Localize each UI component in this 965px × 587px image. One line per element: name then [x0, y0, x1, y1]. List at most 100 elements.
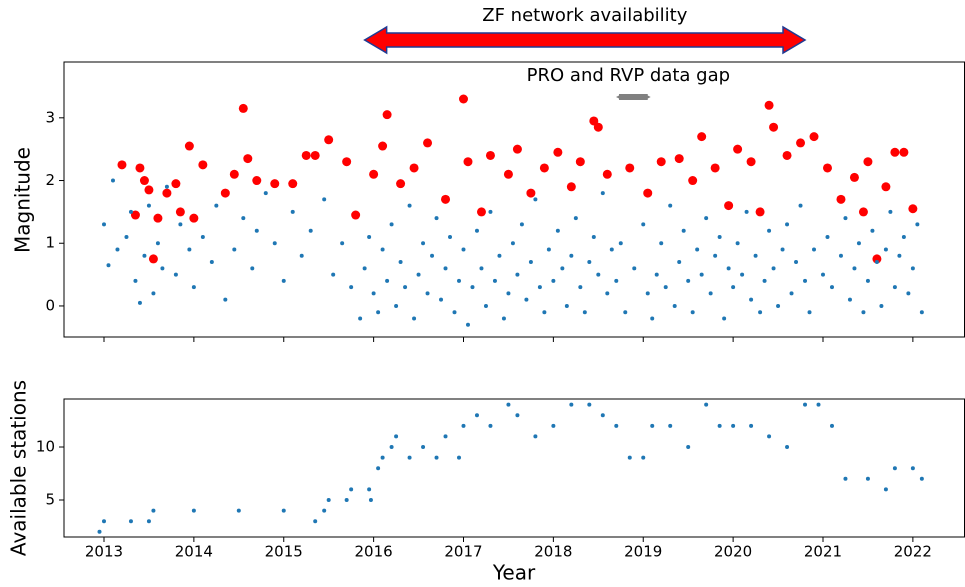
- point: [600, 413, 605, 418]
- point: [389, 445, 394, 450]
- point: [369, 169, 379, 179]
- point: [803, 402, 808, 407]
- point: [767, 434, 772, 439]
- point: [439, 297, 444, 302]
- point: [710, 163, 720, 173]
- point: [731, 423, 736, 428]
- point: [470, 285, 475, 290]
- point: [515, 272, 520, 277]
- point: [416, 272, 421, 277]
- point: [686, 278, 691, 283]
- point: [863, 157, 873, 167]
- point: [160, 266, 165, 271]
- point: [865, 476, 870, 481]
- point: [820, 272, 825, 277]
- point: [457, 278, 462, 283]
- point: [139, 176, 149, 186]
- point: [151, 291, 156, 296]
- point: [753, 253, 758, 258]
- point: [812, 247, 817, 252]
- x-tick-label: 2022: [894, 543, 932, 561]
- point: [858, 207, 868, 217]
- point: [463, 157, 473, 167]
- point: [430, 253, 435, 258]
- x-tick-label: 2021: [804, 543, 842, 561]
- point: [358, 316, 363, 321]
- point: [191, 508, 196, 513]
- point: [883, 247, 888, 252]
- point: [288, 179, 298, 189]
- point: [326, 498, 331, 503]
- point: [533, 197, 538, 202]
- point: [272, 241, 277, 246]
- point: [371, 291, 376, 296]
- point: [458, 94, 468, 104]
- point: [313, 519, 318, 524]
- plot-frame: [63, 61, 965, 338]
- point: [187, 247, 192, 252]
- point: [600, 191, 605, 196]
- magnitude-panel: 0 1 2 3: [45, 61, 965, 342]
- point: [794, 260, 799, 265]
- point: [856, 241, 861, 246]
- point: [396, 179, 406, 189]
- point: [681, 228, 686, 233]
- point: [380, 455, 385, 460]
- point: [587, 402, 592, 407]
- y-tick-label: 0: [45, 296, 55, 314]
- x-tick-label: 2016: [355, 543, 393, 561]
- point: [232, 247, 237, 252]
- point: [699, 272, 704, 277]
- point: [618, 241, 623, 246]
- point: [731, 285, 736, 290]
- point: [310, 150, 320, 160]
- point: [755, 207, 765, 217]
- point: [771, 266, 776, 271]
- point: [175, 207, 185, 217]
- point: [690, 310, 695, 315]
- point: [735, 241, 740, 246]
- point: [367, 234, 372, 239]
- point: [162, 188, 172, 198]
- point: [829, 285, 834, 290]
- point: [708, 291, 713, 296]
- point: [623, 310, 628, 315]
- point: [519, 222, 524, 227]
- point: [749, 297, 754, 302]
- point: [461, 247, 466, 252]
- point: [322, 508, 327, 513]
- point: [910, 266, 915, 271]
- point: [331, 272, 336, 277]
- point: [250, 266, 255, 271]
- point: [146, 203, 151, 208]
- point: [506, 402, 511, 407]
- point: [614, 423, 619, 428]
- point: [465, 322, 470, 327]
- x-tick-label: 2019: [624, 543, 662, 561]
- point: [403, 285, 408, 290]
- point: [200, 234, 205, 239]
- point: [389, 222, 394, 227]
- point: [135, 163, 145, 173]
- point: [614, 278, 619, 283]
- point: [645, 291, 650, 296]
- point: [843, 476, 848, 481]
- point: [252, 176, 262, 186]
- point: [740, 272, 745, 277]
- point: [97, 529, 102, 534]
- point: [461, 423, 466, 428]
- point: [457, 455, 462, 460]
- point: [596, 272, 601, 277]
- point: [769, 122, 779, 132]
- point: [322, 197, 327, 202]
- point: [587, 260, 592, 265]
- point: [124, 234, 129, 239]
- point: [155, 241, 160, 246]
- point: [861, 310, 866, 315]
- point: [362, 266, 367, 271]
- point: [173, 272, 178, 277]
- point: [441, 194, 451, 204]
- point: [578, 285, 583, 290]
- point: [852, 266, 857, 271]
- point: [209, 260, 214, 265]
